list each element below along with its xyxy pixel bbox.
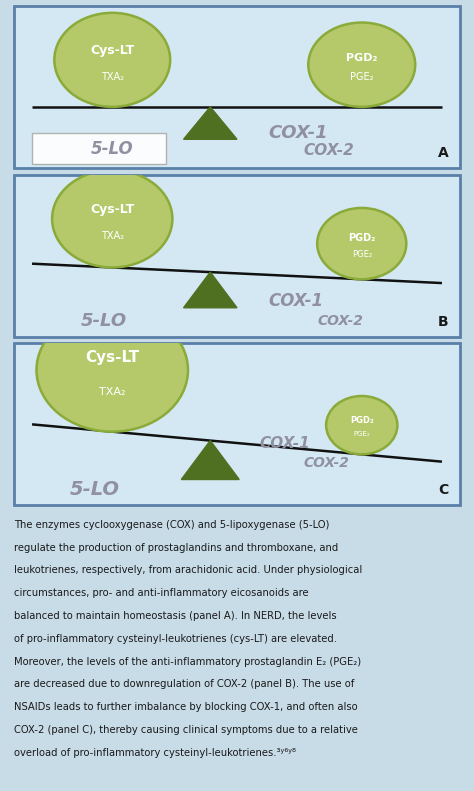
Text: PGE₂: PGE₂ (352, 250, 372, 259)
Text: PGE₂: PGE₂ (350, 72, 374, 82)
Text: PGD₂: PGD₂ (350, 416, 374, 425)
Text: C: C (438, 483, 448, 498)
Text: 5-LO: 5-LO (69, 479, 119, 499)
Text: balanced to maintain homeostasis (panel A). In NERD, the levels: balanced to maintain homeostasis (panel … (14, 611, 337, 621)
Text: overload of pro-inflammatory cysteinyl-leukotrienes.³ʸ⁶ʸ⁸: overload of pro-inflammatory cysteinyl-l… (14, 747, 296, 758)
Polygon shape (181, 441, 239, 479)
Text: COX-2: COX-2 (317, 314, 363, 327)
FancyBboxPatch shape (32, 133, 166, 164)
Text: COX-1: COX-1 (259, 437, 310, 452)
Text: COX-1: COX-1 (268, 293, 323, 310)
Text: of pro-inflammatory cysteinyl-leukotrienes (cys-LT) are elevated.: of pro-inflammatory cysteinyl-leukotrien… (14, 634, 337, 644)
Text: Cys-LT: Cys-LT (90, 44, 134, 57)
Text: COX-1: COX-1 (268, 124, 328, 142)
FancyBboxPatch shape (14, 6, 460, 168)
Text: COX-2 (panel C), thereby causing clinical symptoms due to a relative: COX-2 (panel C), thereby causing clinica… (14, 725, 358, 735)
Text: 5-LO: 5-LO (91, 140, 134, 158)
Text: leukotrienes, respectively, from arachidonic acid. Under physiological: leukotrienes, respectively, from arachid… (14, 566, 363, 575)
Text: are decreased due to downregulation of COX-2 (panel B). The use of: are decreased due to downregulation of C… (14, 679, 355, 690)
Text: TXA₂: TXA₂ (99, 388, 126, 397)
Text: COX-2: COX-2 (304, 143, 355, 158)
FancyBboxPatch shape (14, 175, 460, 337)
Ellipse shape (308, 22, 415, 107)
Text: Cys-LT: Cys-LT (90, 202, 134, 216)
Text: NSAIDs leads to further imbalance by blocking COX-1, and often also: NSAIDs leads to further imbalance by blo… (14, 702, 358, 712)
Text: Moreover, the levels of the anti-inflammatory prostaglandin E₂ (PGE₂): Moreover, the levels of the anti-inflamm… (14, 657, 361, 667)
Polygon shape (183, 272, 237, 308)
Text: PGD₂: PGD₂ (346, 53, 377, 63)
Text: PGD₂: PGD₂ (348, 233, 375, 243)
Ellipse shape (36, 308, 188, 432)
Ellipse shape (52, 170, 173, 267)
Text: regulate the production of prostaglandins and thromboxane, and: regulate the production of prostaglandin… (14, 543, 338, 553)
Ellipse shape (55, 13, 170, 107)
Text: circumstances, pro- and anti-inflammatory eicosanoids are: circumstances, pro- and anti-inflammator… (14, 589, 309, 598)
Text: The enzymes cyclooxygenase (COX) and 5-lipoxygenase (5-LO): The enzymes cyclooxygenase (COX) and 5-l… (14, 520, 329, 530)
Text: TXA₂: TXA₂ (101, 231, 124, 241)
Text: 5-LO: 5-LO (80, 312, 127, 330)
Text: Cys-LT: Cys-LT (85, 350, 139, 365)
Text: TXA₂: TXA₂ (101, 72, 124, 81)
Text: A: A (438, 146, 448, 161)
Text: COX-2: COX-2 (304, 456, 350, 471)
Ellipse shape (317, 208, 406, 279)
Text: B: B (438, 315, 448, 329)
Ellipse shape (326, 396, 397, 454)
Text: PGE₂: PGE₂ (354, 431, 370, 437)
Polygon shape (183, 107, 237, 139)
FancyBboxPatch shape (14, 343, 460, 505)
